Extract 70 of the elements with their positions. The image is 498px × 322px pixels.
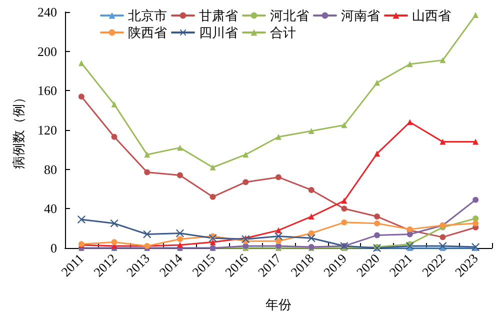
point bbox=[276, 227, 282, 234]
point bbox=[472, 12, 479, 18]
point bbox=[77, 215, 86, 224]
point bbox=[308, 230, 314, 236]
x-axis-title: 年份 bbox=[266, 297, 292, 312]
legend-label: 河北省 bbox=[270, 8, 309, 23]
point bbox=[143, 230, 152, 238]
y-tick-label: 120 bbox=[38, 122, 57, 138]
point bbox=[374, 214, 380, 220]
point bbox=[341, 219, 348, 226]
y-tick-label: 240 bbox=[38, 4, 57, 20]
point bbox=[406, 242, 414, 250]
point bbox=[110, 219, 118, 228]
point bbox=[210, 164, 216, 170]
x-tick-label: 2021 bbox=[386, 250, 416, 280]
point bbox=[276, 174, 282, 180]
point bbox=[374, 80, 380, 86]
legend-label: 山西省 bbox=[412, 8, 451, 23]
point bbox=[374, 220, 380, 226]
point bbox=[472, 138, 479, 145]
point bbox=[440, 138, 446, 145]
point bbox=[176, 229, 184, 238]
point bbox=[341, 122, 348, 128]
point bbox=[472, 216, 479, 222]
point bbox=[176, 172, 183, 178]
point bbox=[472, 196, 479, 203]
point bbox=[210, 239, 216, 246]
legend-label: 合计 bbox=[270, 25, 296, 40]
point bbox=[111, 101, 118, 108]
point bbox=[111, 134, 118, 140]
y-tick-label: 0 bbox=[50, 240, 57, 256]
point bbox=[341, 206, 348, 212]
x-tick-label: 2011 bbox=[58, 250, 87, 280]
point bbox=[176, 144, 183, 151]
point bbox=[438, 242, 447, 250]
point bbox=[111, 239, 118, 246]
point bbox=[144, 152, 150, 158]
point bbox=[176, 242, 183, 248]
point bbox=[242, 179, 249, 186]
point bbox=[308, 186, 314, 193]
legend-label: 河南省 bbox=[341, 8, 380, 23]
point bbox=[440, 57, 446, 64]
point bbox=[276, 134, 282, 140]
point bbox=[307, 234, 316, 242]
point bbox=[78, 60, 84, 66]
point bbox=[374, 150, 380, 157]
point bbox=[308, 128, 314, 134]
point bbox=[374, 232, 380, 238]
point bbox=[78, 94, 84, 100]
point bbox=[176, 236, 183, 242]
point bbox=[274, 232, 282, 240]
point bbox=[242, 152, 249, 158]
point bbox=[341, 198, 348, 204]
y-tick-label: 80 bbox=[44, 162, 57, 177]
legend-label: 甘肃省 bbox=[199, 8, 238, 23]
legend-label: 四川省 bbox=[199, 25, 238, 40]
point bbox=[276, 238, 282, 244]
legend-label: 陕西省 bbox=[128, 25, 167, 40]
y-axis-title: 病例数（例） bbox=[11, 91, 26, 169]
point bbox=[440, 234, 446, 240]
point bbox=[472, 220, 479, 226]
y-tick-label: 160 bbox=[38, 83, 57, 98]
point bbox=[144, 169, 150, 176]
legend-label: 北京市 bbox=[128, 8, 167, 23]
y-tick-label: 200 bbox=[38, 44, 57, 59]
point bbox=[208, 234, 217, 242]
point bbox=[406, 61, 413, 68]
point bbox=[210, 194, 216, 200]
point bbox=[308, 214, 314, 220]
y-tick-label: 40 bbox=[44, 201, 57, 216]
